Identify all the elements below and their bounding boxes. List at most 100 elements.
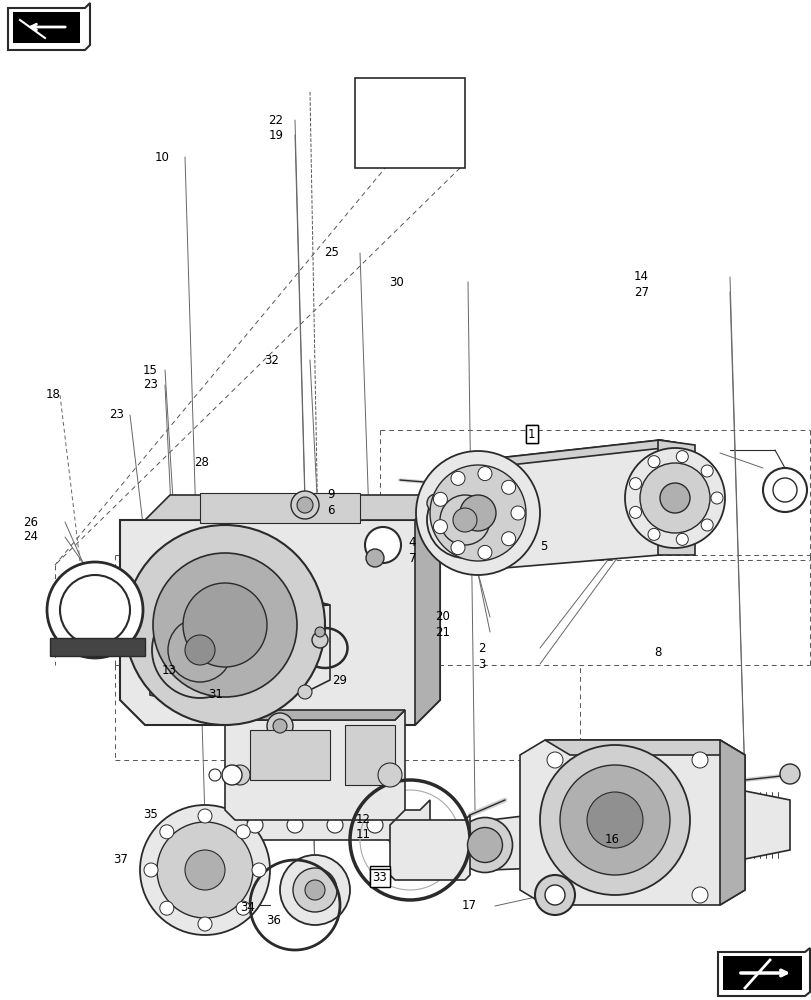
Circle shape: [297, 497, 312, 513]
Polygon shape: [169, 600, 329, 615]
Circle shape: [221, 765, 242, 785]
Circle shape: [560, 765, 669, 875]
Bar: [50, 638, 145, 656]
Circle shape: [762, 468, 806, 512]
Circle shape: [286, 817, 303, 833]
Text: 29: 29: [332, 674, 346, 686]
Circle shape: [586, 792, 642, 848]
Ellipse shape: [467, 827, 502, 862]
Text: 4: 4: [408, 536, 416, 550]
Circle shape: [280, 855, 350, 925]
Text: 10: 10: [155, 151, 169, 164]
Circle shape: [430, 465, 526, 561]
Circle shape: [267, 713, 293, 739]
Text: 8: 8: [653, 647, 661, 660]
Circle shape: [160, 825, 174, 839]
Circle shape: [168, 618, 232, 682]
Circle shape: [691, 752, 707, 768]
Circle shape: [415, 451, 539, 575]
Circle shape: [647, 456, 659, 468]
Text: 15: 15: [143, 363, 157, 376]
Text: 24: 24: [24, 530, 38, 544]
Text: 31: 31: [208, 688, 222, 702]
Bar: [200, 493, 359, 523]
Text: 9: 9: [327, 488, 335, 502]
Circle shape: [298, 685, 311, 699]
Circle shape: [478, 545, 491, 559]
Circle shape: [185, 635, 215, 665]
Circle shape: [450, 541, 465, 555]
Polygon shape: [8, 3, 90, 50]
Text: 27: 27: [633, 286, 648, 298]
Polygon shape: [460, 790, 789, 870]
Circle shape: [139, 805, 270, 935]
Circle shape: [478, 467, 491, 481]
Text: 11: 11: [355, 828, 370, 841]
Circle shape: [701, 465, 712, 477]
Circle shape: [647, 528, 659, 540]
Circle shape: [208, 769, 221, 781]
Circle shape: [293, 868, 337, 912]
Polygon shape: [120, 495, 440, 725]
Circle shape: [629, 478, 641, 490]
Text: 16: 16: [604, 833, 619, 846]
Text: 20: 20: [435, 610, 449, 624]
Text: 25: 25: [324, 246, 338, 259]
Bar: [250, 730, 329, 780]
Circle shape: [251, 863, 266, 877]
Circle shape: [701, 519, 712, 531]
Circle shape: [440, 495, 489, 545]
Circle shape: [230, 765, 250, 785]
Circle shape: [367, 817, 383, 833]
Circle shape: [501, 532, 515, 546]
Polygon shape: [717, 948, 809, 996]
Text: 1: 1: [527, 428, 535, 440]
Circle shape: [152, 553, 297, 697]
Circle shape: [433, 492, 447, 506]
Circle shape: [290, 491, 319, 519]
Circle shape: [639, 463, 709, 533]
Text: 13: 13: [161, 664, 176, 676]
Circle shape: [427, 482, 502, 558]
Circle shape: [539, 745, 689, 895]
Circle shape: [315, 627, 324, 637]
Text: 33: 33: [372, 871, 387, 884]
Circle shape: [198, 917, 212, 931]
Polygon shape: [225, 710, 405, 820]
Polygon shape: [657, 440, 694, 555]
Circle shape: [534, 875, 574, 915]
Circle shape: [629, 506, 641, 518]
Polygon shape: [414, 495, 440, 725]
Polygon shape: [719, 740, 744, 905]
Circle shape: [710, 492, 722, 504]
Circle shape: [305, 880, 324, 900]
Polygon shape: [150, 600, 329, 700]
Circle shape: [144, 863, 158, 877]
Polygon shape: [13, 12, 80, 43]
Circle shape: [450, 471, 465, 485]
Polygon shape: [145, 495, 440, 520]
Text: 26: 26: [24, 516, 38, 528]
Circle shape: [157, 822, 253, 918]
Circle shape: [198, 809, 212, 823]
Polygon shape: [544, 740, 744, 755]
Polygon shape: [722, 956, 801, 990]
Circle shape: [247, 817, 263, 833]
Polygon shape: [389, 815, 470, 880]
Text: 33: 33: [372, 868, 387, 881]
Text: 1: 1: [527, 428, 535, 440]
Text: 36: 36: [266, 914, 281, 927]
Polygon shape: [519, 740, 744, 905]
Text: 37: 37: [113, 853, 127, 866]
Circle shape: [510, 506, 525, 520]
Bar: [345, 725, 394, 785]
Circle shape: [272, 719, 286, 733]
Circle shape: [453, 508, 476, 532]
Circle shape: [676, 533, 688, 545]
Circle shape: [378, 763, 401, 787]
Text: 17: 17: [461, 899, 476, 912]
Circle shape: [547, 887, 562, 903]
Ellipse shape: [457, 817, 512, 872]
Circle shape: [624, 448, 724, 548]
Text: 34: 34: [240, 901, 255, 914]
